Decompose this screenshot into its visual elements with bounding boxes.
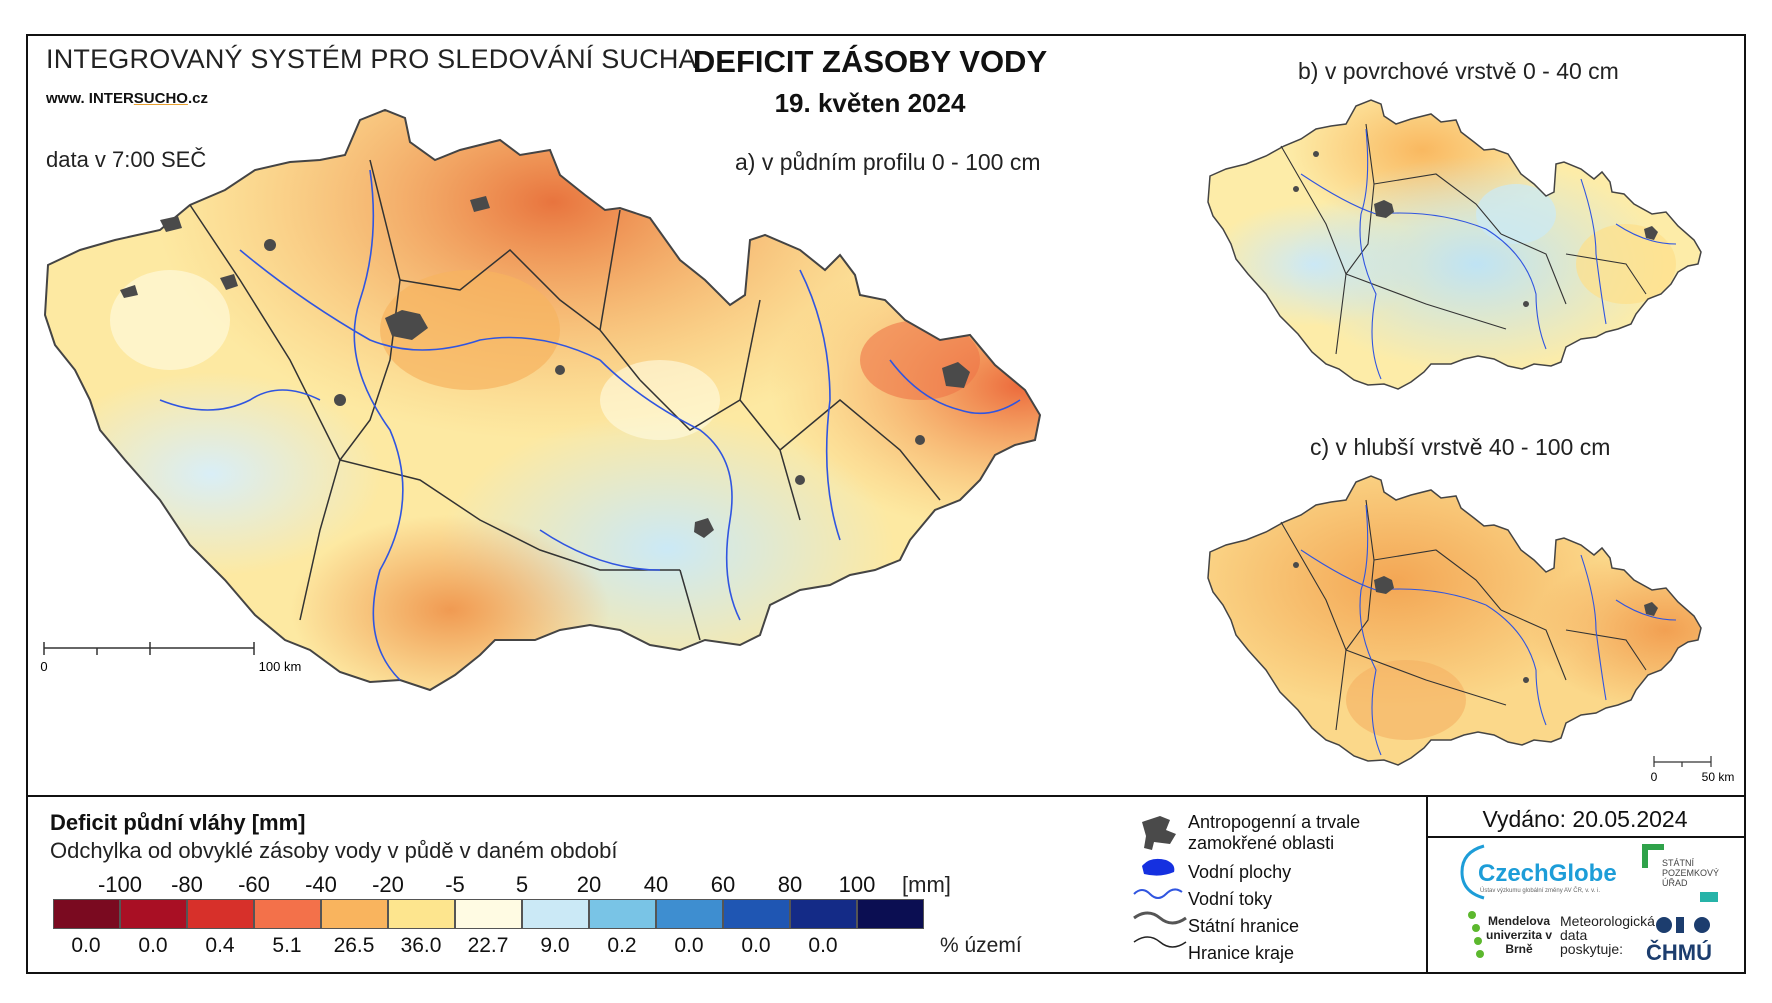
data-time: data v 7:00 SEČ	[46, 147, 207, 172]
scale-bar-main: 0 100 km	[40, 642, 301, 674]
legend-percent: 26.5	[333, 934, 375, 957]
map-c-label: c) v hlubší vrstvě 40 - 100 cm	[1310, 434, 1611, 460]
scale-small-end: 50 km	[1702, 770, 1735, 784]
chmu-logo-mark	[1656, 917, 1710, 933]
legend-percent-unit: % území	[940, 934, 1022, 957]
scale-small-start: 0	[1651, 770, 1658, 784]
legend-unit: [mm]	[902, 872, 951, 897]
state-border-label: Státní hranice	[1188, 916, 1300, 936]
legend-percent: 0.0	[808, 934, 838, 957]
legend-tick: -60	[238, 872, 270, 897]
legend-tick: -5	[445, 872, 465, 897]
czechglobe-logo-mark	[1460, 844, 1485, 900]
legend-tick: 100	[838, 872, 876, 897]
region-border-symbol	[1133, 936, 1187, 948]
legend-swatch	[120, 899, 187, 929]
legend-percent: 0.0	[674, 934, 704, 957]
legend-swatch	[790, 899, 857, 929]
legend-tick: 60	[710, 872, 736, 897]
legend-percent: 22.7	[467, 934, 509, 957]
map-c: 0 50 km	[1207, 475, 1735, 784]
legend-swatch	[53, 899, 120, 929]
spu-logo-mark	[1642, 844, 1718, 902]
legend-percent: 0.4	[205, 934, 235, 957]
spu-logo: STÁTNÍ POZEMKOVÝ ÚŘAD	[1662, 858, 1720, 888]
scale-main-end: 100 km	[259, 659, 302, 674]
legend-tick: 40	[643, 872, 669, 897]
issued-date: Vydáno: 20.05.2024	[1482, 806, 1688, 832]
legend-percent: 0.0	[71, 934, 101, 957]
region-border-label: Hranice kraje	[1188, 943, 1295, 963]
legend-swatch	[254, 899, 321, 929]
legend-percent: 0.2	[607, 934, 637, 957]
chmu-logo: ČHMÚ	[1646, 940, 1712, 965]
map-b	[1207, 99, 1702, 390]
legend-subtitle: Odchylka od obvyklé zásoby vody v půdě v…	[50, 838, 618, 863]
anthropogenic-symbol	[1142, 816, 1176, 850]
met-data-label: Meteorologická data poskytuje:	[1560, 913, 1655, 957]
legend-swatch	[187, 899, 254, 929]
legend-percent: 5.1	[272, 934, 302, 957]
legend-tick: 20	[576, 872, 602, 897]
czechglobe-logo-subtitle: Ústav výzkumu globální změny AV ČR, v. v…	[1480, 888, 1601, 894]
main-title: DEFICIT ZÁSOBY VODY	[692, 44, 1048, 79]
legend-percent: 0.0	[741, 934, 771, 957]
legend-swatch	[656, 899, 723, 929]
water-course-symbol	[1133, 888, 1183, 899]
map-b-label: b) v povrchové vrstvě 0 - 40 cm	[1298, 58, 1619, 84]
legend-tick: -80	[171, 872, 203, 897]
mendelu-logo: Mendelova univerzita v Brně	[1485, 914, 1553, 956]
czechglobe-logo: CzechGlobe	[1478, 860, 1617, 887]
legend-swatch	[723, 899, 790, 929]
anthropogenic-label: Antropogenní a trvale zamokřené oblasti	[1188, 812, 1361, 853]
legend-divider	[26, 795, 1746, 797]
legend-title: Deficit půdní vláhy [mm]	[50, 810, 306, 835]
water-body-symbol	[1142, 858, 1175, 876]
state-border-symbol	[1133, 911, 1187, 925]
footer-divider	[1426, 797, 1428, 974]
symbol-legend	[1133, 816, 1187, 948]
issued-divider	[1426, 836, 1746, 838]
scale-main-start: 0	[40, 659, 47, 674]
legend-swatch	[857, 899, 924, 929]
website-link[interactable]: www. INTERSUCHO.cz	[46, 90, 208, 107]
legend-swatch	[388, 899, 455, 929]
water-bodies-label: Vodní plochy	[1188, 862, 1292, 882]
legend-swatch	[321, 899, 388, 929]
legend-tick: -20	[372, 872, 404, 897]
legend-percent: 36.0	[400, 934, 442, 957]
legend-tick: -100	[97, 872, 143, 897]
legend-swatch	[589, 899, 656, 929]
mendelu-logo-dots	[1468, 911, 1484, 958]
map-a: 0 100 km	[40, 108, 1042, 692]
legend-percent: 9.0	[540, 934, 570, 957]
legend-tick: -40	[305, 872, 337, 897]
system-title: INTEGROVANÝ SYSTÉM PRO SLEDOVÁNÍ SUCHA	[46, 44, 697, 74]
legend-tick: 5	[515, 872, 529, 897]
legend-swatch	[522, 899, 589, 929]
legend-swatch	[455, 899, 522, 929]
legend-percent: 0.0	[138, 934, 168, 957]
water-courses-label: Vodní toky	[1188, 889, 1273, 909]
scale-bar-small: 0 50 km	[1651, 756, 1735, 784]
main-date: 19. květen 2024	[774, 88, 966, 118]
map-a-label: a) v půdním profilu 0 - 100 cm	[735, 149, 1041, 175]
legend-tick: 80	[777, 872, 803, 897]
